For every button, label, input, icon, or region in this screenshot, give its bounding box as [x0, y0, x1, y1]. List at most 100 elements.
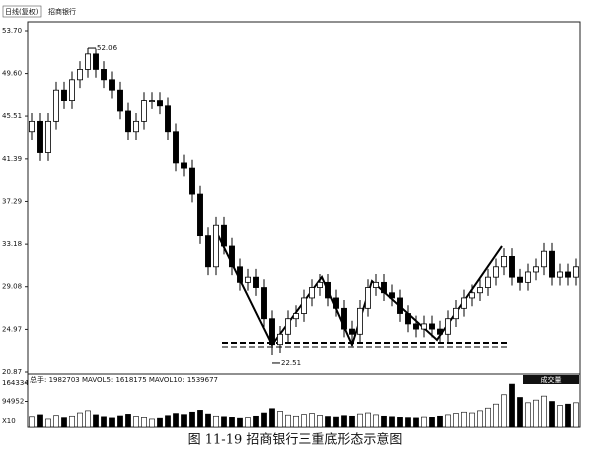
candle-body: [365, 287, 371, 309]
volume-bar: [69, 415, 75, 428]
candle-body: [37, 120, 43, 153]
stock-name: 招商银行: [48, 7, 76, 16]
candle-body: [293, 313, 299, 320]
volume-bar: [197, 410, 203, 428]
candle-body: [173, 131, 179, 164]
candle-body: [77, 69, 83, 81]
candle-body: [437, 328, 443, 335]
volume-bar: [461, 411, 467, 428]
volume-bar: [213, 415, 219, 428]
candle-body: [397, 297, 403, 314]
candle-body: [317, 281, 323, 288]
volume-bar: [141, 417, 147, 428]
volume-bar: [45, 418, 51, 428]
volume-header: 总手: 1982703 MAVOL5: 1618175 MAVOL10: 153…: [30, 375, 218, 384]
volume-bar: [565, 403, 571, 428]
volume-bar: [53, 415, 59, 428]
candle-body: [421, 323, 427, 330]
candle-body: [165, 105, 171, 133]
candle-body: [349, 328, 355, 335]
y-tick-label: 49.60: [2, 70, 22, 78]
volume-bar: [485, 407, 491, 428]
volume-bar: [237, 417, 243, 428]
volume-bar: [573, 402, 579, 428]
candle-body: [61, 89, 67, 101]
candle-body: [213, 224, 219, 268]
volume-bar: [93, 414, 99, 428]
volume-bar: [549, 401, 555, 428]
volume-bar: [421, 416, 427, 428]
volume-tick-label: 94952: [2, 398, 24, 406]
candle-body: [453, 307, 459, 320]
candle-body: [157, 100, 163, 107]
volume-bar: [173, 413, 179, 428]
peak-label: 52.06: [97, 44, 118, 52]
volume-bar: [245, 417, 251, 428]
candle-body: [533, 266, 539, 273]
volume-bar: [181, 414, 187, 428]
volume-bar: [429, 417, 435, 428]
volume-bar: [29, 416, 35, 428]
volume-bar: [277, 411, 283, 428]
volume-bar: [389, 416, 395, 428]
candle-body: [549, 250, 555, 278]
volume-bar: [205, 413, 211, 428]
y-tick-label: 53.70: [2, 27, 22, 35]
volume-bar: [333, 416, 339, 428]
volume-bar: [309, 413, 315, 428]
volume-bar: [477, 410, 483, 428]
volume-bar: [445, 414, 451, 428]
candle-body: [389, 292, 395, 299]
candle-body: [189, 167, 195, 195]
candle-body: [269, 318, 275, 346]
volume-bar: [373, 414, 379, 428]
volume-bar: [317, 415, 323, 428]
volume-bar: [37, 414, 43, 428]
candle-body: [181, 162, 187, 169]
volume-bar: [381, 415, 387, 428]
chart-title: 日线(复权): [5, 7, 39, 16]
candle-body: [117, 89, 123, 112]
volume-bar: [493, 403, 499, 428]
candle-body: [285, 318, 291, 335]
volume-bar: [157, 417, 163, 428]
candle-body: [333, 297, 339, 309]
volume-bar: [349, 415, 355, 428]
candle-body: [205, 235, 211, 268]
volume-bar: [525, 402, 531, 428]
volume-bar: [125, 414, 131, 428]
volume-bar: [293, 415, 299, 428]
volume-bar: [221, 416, 227, 428]
volume-bar: [149, 418, 155, 428]
candle-body: [573, 266, 579, 278]
candle-body: [541, 250, 547, 268]
volume-bar: [453, 413, 459, 428]
candle-body: [509, 255, 515, 278]
candle-body: [45, 120, 51, 153]
volume-bar: [109, 417, 115, 428]
candle-body: [53, 89, 59, 122]
candle-body: [93, 53, 99, 70]
volume-bar: [437, 415, 443, 428]
y-tick-label: 41.39: [2, 155, 22, 163]
y-tick-label: 37.29: [2, 197, 22, 205]
volume-bar: [357, 413, 363, 428]
candle-body: [125, 110, 131, 133]
volume-bar: [397, 417, 403, 428]
y-tick-label: 45.51: [2, 112, 22, 120]
volume-bar: [253, 415, 259, 428]
volume-bar: [117, 415, 123, 428]
candle-body: [253, 276, 259, 288]
volume-bar: [517, 397, 523, 428]
volume-bar: [413, 417, 419, 428]
candle-body: [445, 318, 451, 335]
volume-bar: [85, 410, 91, 428]
candle-body: [29, 120, 35, 133]
candle-body: [101, 69, 107, 81]
volume-bar: [365, 412, 371, 428]
trough-label: 22.51: [281, 359, 301, 367]
candle-body: [357, 307, 363, 335]
volume-bar: [301, 414, 307, 428]
candle-body: [301, 297, 307, 314]
